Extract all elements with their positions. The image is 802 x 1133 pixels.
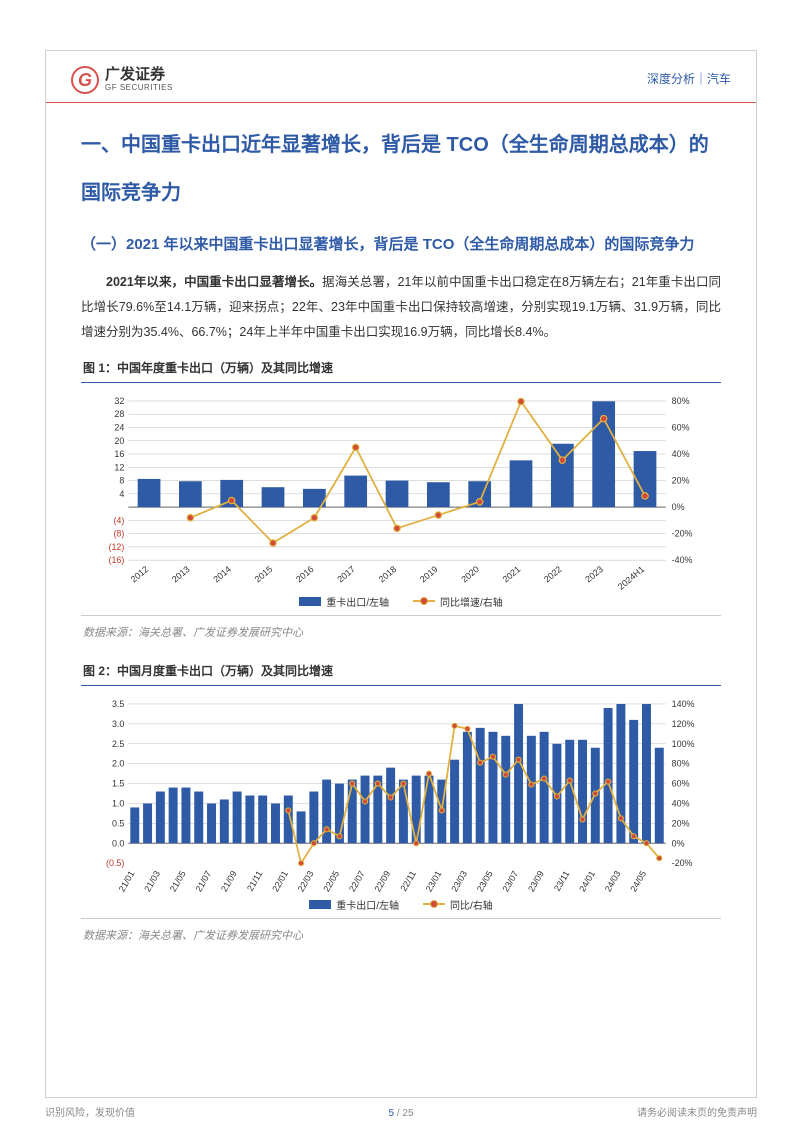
svg-text:24/03: 24/03 — [603, 869, 623, 893]
svg-text:22/01: 22/01 — [270, 869, 290, 893]
svg-text:12: 12 — [114, 462, 124, 472]
para1-strong: 2021年以来，中国重卡出口显著增长。 — [106, 275, 322, 289]
svg-text:2015: 2015 — [253, 563, 275, 583]
svg-text:22/07: 22/07 — [347, 869, 367, 893]
fig1-title: 图 1：中国年度重卡出口（万辆）及其同比增速 — [81, 355, 721, 383]
svg-text:2.0: 2.0 — [112, 758, 124, 768]
svg-text:2023: 2023 — [583, 563, 605, 583]
fig1-source: 数据来源：海关总署、广发证券发展研究中心 — [81, 615, 721, 650]
svg-text:28: 28 — [114, 409, 124, 419]
svg-text:100%: 100% — [672, 738, 695, 748]
svg-text:-20%: -20% — [672, 528, 693, 538]
svg-text:140%: 140% — [672, 698, 695, 708]
svg-text:2.5: 2.5 — [112, 738, 124, 748]
content-area: 一、中国重卡出口近年显著增长，背后是 TCO（全生命周期总成本）的国际竞争力 （… — [46, 103, 756, 971]
svg-text:60%: 60% — [672, 422, 690, 432]
svg-text:80%: 80% — [672, 758, 690, 768]
svg-text:2014: 2014 — [211, 563, 233, 583]
heading-1: 一、中国重卡出口近年显著增长，背后是 TCO（全生命周期总成本）的国际竞争力 — [81, 121, 721, 217]
svg-text:24: 24 — [114, 422, 124, 432]
svg-text:21/11: 21/11 — [245, 869, 265, 893]
svg-text:0.0: 0.0 — [112, 838, 124, 848]
svg-text:2016: 2016 — [294, 563, 316, 583]
svg-text:120%: 120% — [672, 718, 695, 728]
svg-text:21/01: 21/01 — [117, 869, 137, 893]
svg-text:21/03: 21/03 — [142, 869, 162, 893]
svg-text:40%: 40% — [672, 798, 690, 808]
page-number: 5 / 25 — [0, 1108, 802, 1119]
svg-text:(16): (16) — [108, 555, 124, 565]
fig1-chart: 4 8 12 16 20 24 28 32 (4) (8) (12) (16) -40% -20% 0% 20… — [81, 383, 721, 598]
svg-text:20%: 20% — [672, 818, 690, 828]
paragraph-1: 2021年以来，中国重卡出口显著增长。据海关总署，21年以前中国重卡出口稳定在8… — [81, 270, 721, 345]
svg-text:23/11: 23/11 — [552, 869, 572, 893]
svg-text:2013: 2013 — [170, 563, 192, 583]
svg-text:1.0: 1.0 — [112, 798, 124, 808]
fig2-source: 数据来源：海关总署、广发证券发展研究中心 — [81, 918, 721, 953]
svg-text:2012: 2012 — [129, 563, 151, 583]
svg-text:32: 32 — [114, 395, 124, 405]
svg-text:22/05: 22/05 — [321, 869, 341, 893]
svg-text:(12): (12) — [108, 541, 124, 551]
svg-text:2021: 2021 — [501, 563, 523, 583]
svg-text:80%: 80% — [672, 395, 690, 405]
svg-text:(0.5): (0.5) — [106, 858, 124, 868]
svg-text:23/01: 23/01 — [424, 869, 444, 893]
logo-text: 广发证券 GF SECURITIES — [105, 67, 173, 92]
page-total: 25 — [402, 1108, 413, 1119]
fig2-svg: 0.0 0.5 1.0 1.5 2.0 2.5 3.0 3.5 (0.5) -20% 0% 20% 40… — [89, 698, 713, 897]
svg-text:2020: 2020 — [459, 563, 481, 583]
svg-text:(4): (4) — [113, 515, 124, 525]
svg-text:23/05: 23/05 — [475, 869, 495, 893]
svg-text:2018: 2018 — [377, 563, 399, 583]
svg-text:22/03: 22/03 — [296, 869, 316, 893]
svg-text:23/07: 23/07 — [500, 869, 520, 893]
svg-text:(8): (8) — [113, 528, 124, 538]
legend-line-swatch — [413, 600, 435, 602]
svg-text:1.5: 1.5 — [112, 778, 124, 788]
svg-text:3.0: 3.0 — [112, 718, 124, 728]
svg-text:21/09: 21/09 — [219, 869, 239, 893]
logo-icon: G — [71, 66, 99, 94]
svg-text:20: 20 — [114, 435, 124, 445]
header-category: 深度分析｜汽车 — [647, 70, 731, 87]
heading-2: （一）2021 年以来中国重卡出口显著增长，背后是 TCO（全生命周期总成本）的… — [81, 231, 721, 260]
logo-cn: 广发证券 — [105, 67, 173, 84]
svg-text:-40%: -40% — [672, 555, 693, 565]
svg-text:23/03: 23/03 — [449, 869, 469, 893]
svg-text:21/05: 21/05 — [168, 869, 188, 893]
svg-text:4: 4 — [119, 488, 124, 498]
svg-text:60%: 60% — [672, 778, 690, 788]
logo: G 广发证券 GF SECURITIES — [71, 66, 173, 94]
svg-text:3.5: 3.5 — [112, 698, 124, 708]
page-frame: G 广发证券 GF SECURITIES 深度分析｜汽车 一、中国重卡出口近年显… — [45, 50, 757, 1098]
svg-text:-20%: -20% — [672, 858, 693, 868]
svg-text:2024H1: 2024H1 — [616, 563, 646, 591]
logo-en: GF SECURITIES — [105, 84, 173, 93]
legend-line-swatch — [423, 903, 445, 905]
svg-text:8: 8 — [119, 475, 124, 485]
svg-text:24/01: 24/01 — [577, 869, 597, 893]
svg-text:2017: 2017 — [335, 563, 357, 583]
fig2-chart: 0.0 0.5 1.0 1.5 2.0 2.5 3.0 3.5 (0.5) -20% 0% 20% 40… — [81, 686, 721, 901]
svg-text:2019: 2019 — [418, 563, 440, 583]
svg-text:22/11: 22/11 — [398, 869, 418, 893]
svg-text:24/05: 24/05 — [628, 869, 648, 893]
svg-text:22/09: 22/09 — [373, 869, 393, 893]
svg-text:40%: 40% — [672, 449, 690, 459]
svg-text:0%: 0% — [672, 502, 685, 512]
svg-text:20%: 20% — [672, 475, 690, 485]
svg-text:23/09: 23/09 — [526, 869, 546, 893]
page-header: G 广发证券 GF SECURITIES 深度分析｜汽车 — [46, 51, 756, 103]
svg-text:2022: 2022 — [542, 563, 564, 583]
svg-text:0.5: 0.5 — [112, 818, 124, 828]
fig1-svg: 4 8 12 16 20 24 28 32 (4) (8) (12) (16) -40% -20% 0% 20… — [89, 395, 713, 594]
svg-text:16: 16 — [114, 449, 124, 459]
fig2-title: 图 2：中国月度重卡出口（万辆）及其同比增速 — [81, 658, 721, 686]
svg-text:21/07: 21/07 — [193, 869, 213, 893]
svg-text:0%: 0% — [672, 838, 685, 848]
